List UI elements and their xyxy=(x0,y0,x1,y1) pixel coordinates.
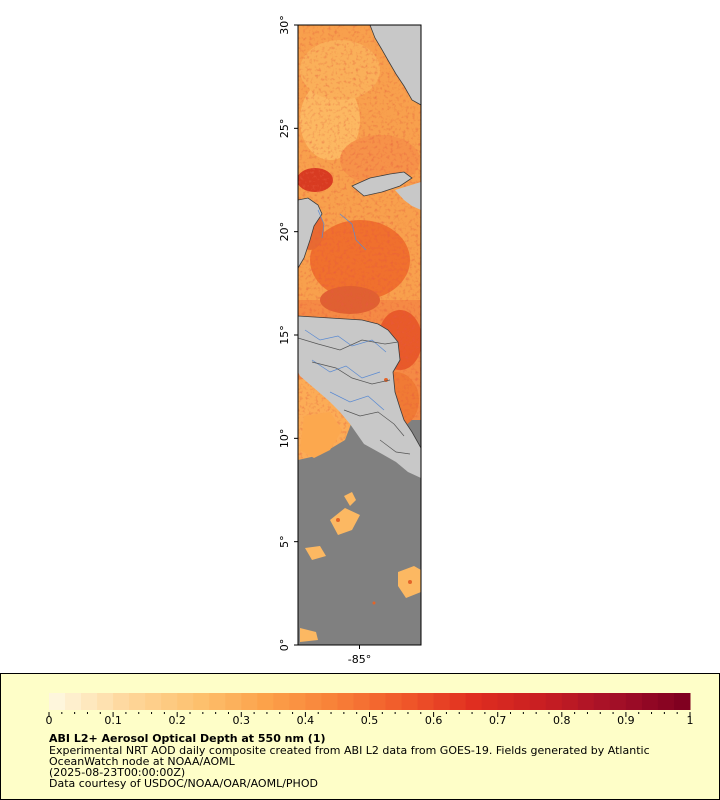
colorbar-ticks: 0 0.1 0.2 0.3 0.4 0.5 0.6 0.7 0.8 0.9 1 xyxy=(46,712,694,727)
colorbar-step xyxy=(273,693,290,710)
colorbar-step xyxy=(625,693,643,710)
colorbar-tick-label: 0.8 xyxy=(553,714,571,727)
colorbar-step xyxy=(241,693,258,710)
colorbar-step xyxy=(113,693,130,710)
colorbar-step xyxy=(193,693,210,710)
caption-line-4: Data courtesy of USDOC/NOAA/OAR/AOML/PHO… xyxy=(49,777,318,790)
colorbar-step xyxy=(97,693,114,710)
colorbar: 0 0.1 0.2 0.3 0.4 0.5 0.6 0.7 0.8 0.9 1 xyxy=(46,693,694,727)
latitude-tick-label: 30° xyxy=(278,15,291,35)
caption-title: ABI L2+ Aerosol Optical Depth at 550 nm … xyxy=(49,732,326,745)
latitude-tick-label: 25° xyxy=(278,119,291,139)
colorbar-step xyxy=(657,693,675,710)
colorbar-step xyxy=(417,693,435,710)
colorbar-step xyxy=(401,693,419,710)
colorbar-step xyxy=(337,693,354,710)
caption-line-1: Experimental NRT AOD daily composite cre… xyxy=(49,744,650,757)
colorbar-step xyxy=(385,693,403,710)
colorbar-step xyxy=(369,693,387,710)
colorbar-step xyxy=(545,693,563,710)
colorbar-gradient xyxy=(49,693,691,710)
colorbar-step xyxy=(177,693,194,710)
colorbar-step xyxy=(65,693,82,710)
colorbar-step xyxy=(449,693,467,710)
colorbar-step xyxy=(529,693,547,710)
colorbar-step xyxy=(465,693,483,710)
colorbar-step xyxy=(641,693,659,710)
colorbar-tick-label: 0.2 xyxy=(168,714,186,727)
colorbar-step xyxy=(209,693,226,710)
land-mass xyxy=(298,25,421,478)
caption-line-3: (2025-08-23T00:00:00Z) xyxy=(49,766,186,779)
colorbar-step xyxy=(513,693,531,710)
aod-patches-south xyxy=(300,412,421,642)
colorbar-step xyxy=(129,693,146,710)
longitude-axis: -85° xyxy=(348,645,371,666)
colorbar-step xyxy=(257,693,274,710)
latitude-tick-label: 10° xyxy=(278,429,291,449)
colorbar-step xyxy=(161,693,178,710)
colorbar-step xyxy=(81,693,98,710)
colorbar-step xyxy=(225,693,242,710)
latitude-tick-label: 5° xyxy=(278,535,291,548)
colorbar-step xyxy=(497,693,515,710)
rivers xyxy=(304,209,387,411)
colorbar-tick-label: 0.9 xyxy=(617,714,635,727)
colorbar-step xyxy=(305,693,322,710)
caption-line-2: OceanWatch node at NOAA/AOML xyxy=(49,755,235,768)
colorbar-tick-label: 0.3 xyxy=(233,714,251,727)
colorbar-step xyxy=(321,693,338,710)
colorbar-step xyxy=(481,693,499,710)
colorbar-tick-label: 0 xyxy=(46,714,53,727)
latitude-tick-label: 15° xyxy=(278,325,291,345)
colorbar-tick-label: 0.6 xyxy=(425,714,443,727)
aod-map: 0° 5° 10° 15° 20° 25° 30° -85° xyxy=(278,15,422,666)
longitude-tick-label: -85° xyxy=(348,653,371,666)
colorbar-step xyxy=(433,693,451,710)
colorbar-step xyxy=(561,693,579,710)
colorbar-step xyxy=(577,693,595,710)
coastline xyxy=(298,25,421,449)
colorbar-tick-label: 0.5 xyxy=(361,714,379,727)
colorbar-step xyxy=(593,693,611,710)
borders xyxy=(298,337,411,455)
latitude-tick-label: 0° xyxy=(278,639,291,652)
colorbar-tick-label: 0.4 xyxy=(297,714,315,727)
latitude-axis: 0° 5° 10° 15° 20° 25° 30° xyxy=(278,15,298,651)
colorbar-step xyxy=(609,693,627,710)
colorbar-step xyxy=(145,693,162,710)
colorbar-step xyxy=(673,693,691,710)
colorbar-step xyxy=(353,693,370,710)
legend-panel: 0 0.1 0.2 0.3 0.4 0.5 0.6 0.7 0.8 0.9 1 ABI L2+ Ae… xyxy=(0,673,720,800)
colorbar-step xyxy=(49,693,66,710)
colorbar-tick-label: 0.1 xyxy=(104,714,122,727)
colorbar-step xyxy=(289,693,306,710)
colorbar-tick-label: 0.7 xyxy=(489,714,507,727)
colorbar-tick-label: 1 xyxy=(687,714,694,727)
latitude-tick-label: 20° xyxy=(278,222,291,242)
